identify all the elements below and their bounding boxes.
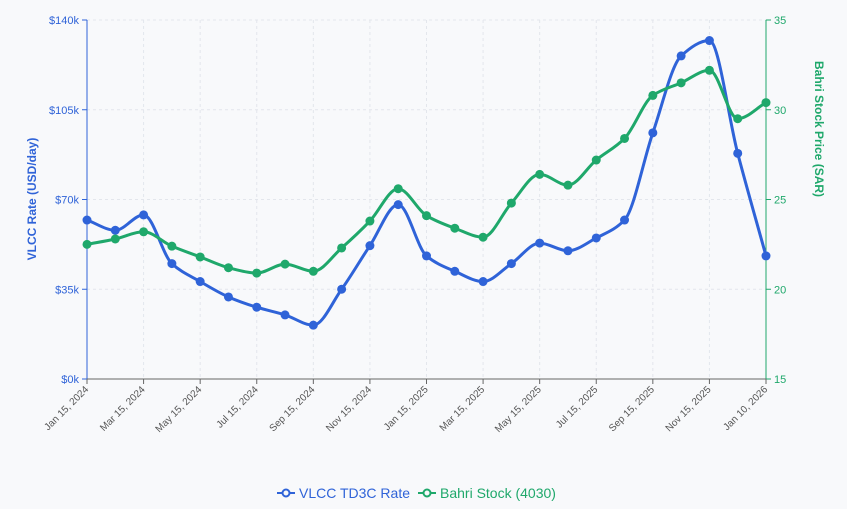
vlcc-data-point[interactable] xyxy=(478,277,488,287)
vlcc-data-point[interactable] xyxy=(450,266,460,276)
bahri-data-point[interactable] xyxy=(393,184,403,194)
x-tick-label: Jul 15, 2025 xyxy=(554,384,601,431)
right-tick-label: 20 xyxy=(774,284,786,296)
x-tick-label: May 15, 2025 xyxy=(493,384,544,435)
left-axis-ticks: $0k $35k $70k $105k $140k xyxy=(49,15,87,386)
legend-bahri-marker xyxy=(422,488,432,498)
vlcc-data-point[interactable] xyxy=(308,320,318,330)
vlcc-data-point[interactable] xyxy=(422,251,431,261)
bahri-data-point[interactable] xyxy=(676,78,686,88)
vlcc-data-point[interactable] xyxy=(195,277,205,287)
vlcc-data-point[interactable] xyxy=(620,215,630,225)
x-tick-label: Jul 15, 2024 xyxy=(215,384,262,431)
bahri-data-point[interactable] xyxy=(308,266,318,276)
x-tick-label: Nov 15, 2025 xyxy=(664,384,714,434)
bahri-data-point[interactable] xyxy=(252,268,262,278)
vlcc-data-point[interactable] xyxy=(506,259,516,269)
left-axis-title: VLCC Rate (USD/day) xyxy=(25,138,39,261)
bahri-data-point[interactable] xyxy=(761,98,771,108)
x-tick-label: Mar 15, 2024 xyxy=(98,384,148,434)
vlcc-data-point[interactable] xyxy=(223,292,233,302)
vlcc-data-point[interactable] xyxy=(591,233,601,243)
vlcc-data-point[interactable] xyxy=(82,215,92,225)
legend: VLCC TD3C Rate Bahri Stock (4030) xyxy=(277,485,556,501)
vlcc-data-point[interactable] xyxy=(252,302,262,312)
bahri-data-point[interactable] xyxy=(139,227,149,237)
bahri-data-point[interactable] xyxy=(110,234,120,244)
left-tick-label: $140k xyxy=(49,15,79,27)
x-tick-label: Sep 15, 2024 xyxy=(268,384,318,434)
vlcc-data-point[interactable] xyxy=(761,251,771,261)
left-tick-label: $35k xyxy=(55,284,79,296)
vlcc-data-point[interactable] xyxy=(733,148,743,158)
vlcc-data-point[interactable] xyxy=(139,210,149,220)
legend-vlcc-marker xyxy=(281,488,291,498)
bahri-data-point[interactable] xyxy=(167,241,177,251)
bahri-data-point[interactable] xyxy=(535,169,545,179)
legend-item-vlcc[interactable]: VLCC TD3C Rate xyxy=(277,485,410,501)
vlcc-data-point[interactable] xyxy=(365,241,375,251)
bahri-data-point[interactable] xyxy=(704,65,714,75)
vlcc-data-point[interactable] xyxy=(676,51,686,61)
bahri-data-point[interactable] xyxy=(450,223,460,233)
legend-item-bahri[interactable]: Bahri Stock (4030) xyxy=(418,485,556,501)
right-axis-ticks: 15 20 25 30 35 xyxy=(766,15,786,386)
bahri-data-point[interactable] xyxy=(620,133,630,143)
x-tick-label: Jan 15, 2025 xyxy=(382,384,431,433)
series-layer xyxy=(82,36,771,330)
legend-bahri-label: Bahri Stock (4030) xyxy=(440,485,556,501)
bahri-data-point[interactable] xyxy=(506,198,516,208)
x-axis-ticks: Jan 15, 2024 Mar 15, 2024 May 15, 2024 Jul … xyxy=(42,379,770,435)
left-tick-label: $0k xyxy=(61,374,79,386)
vlcc-data-point[interactable] xyxy=(280,310,290,320)
x-tick-label: Jan 10, 2026 xyxy=(721,384,770,433)
vlcc-data-point[interactable] xyxy=(704,36,714,46)
right-tick-label: 30 xyxy=(774,105,786,117)
legend-vlcc-label: VLCC TD3C Rate xyxy=(299,485,410,501)
right-axis-title: Bahri Stock Price (SAR) xyxy=(812,61,826,197)
bahri-data-point[interactable] xyxy=(223,263,233,273)
vlcc-data-point[interactable] xyxy=(337,284,347,294)
right-tick-label: 25 xyxy=(774,195,786,207)
vlcc-data-point[interactable] xyxy=(110,225,120,235)
x-tick-label: Jan 15, 2024 xyxy=(42,384,91,433)
grid xyxy=(87,19,767,379)
bahri-data-point[interactable] xyxy=(591,155,601,165)
bahri-data-point[interactable] xyxy=(422,211,431,221)
bahri-data-point[interactable] xyxy=(280,259,290,269)
bahri-data-point[interactable] xyxy=(563,180,573,190)
bahri-data-point[interactable] xyxy=(195,252,205,262)
bahri-data-point[interactable] xyxy=(365,216,375,226)
vlcc-data-point[interactable] xyxy=(535,238,545,248)
vlcc-data-point[interactable] xyxy=(563,246,573,256)
x-tick-label: Sep 15, 2025 xyxy=(607,384,657,434)
vlcc-data-point[interactable] xyxy=(393,200,403,210)
vlcc-data-point[interactable] xyxy=(648,128,658,138)
bahri-data-point[interactable] xyxy=(733,114,743,124)
bahri-data-point[interactable] xyxy=(478,232,488,242)
bahri-data-point[interactable] xyxy=(648,90,658,100)
bahri-data-point[interactable] xyxy=(337,243,347,253)
x-tick-label: Nov 15, 2024 xyxy=(324,384,374,434)
right-tick-label: 15 xyxy=(774,374,786,386)
right-tick-label: 35 xyxy=(774,15,786,27)
left-tick-label: $105k xyxy=(49,105,79,117)
x-tick-label: Mar 15, 2025 xyxy=(438,384,488,434)
x-tick-label: May 15, 2024 xyxy=(154,384,205,435)
vlcc-data-point[interactable] xyxy=(167,259,177,269)
bahri-data-point[interactable] xyxy=(82,239,92,249)
left-tick-label: $70k xyxy=(55,195,79,207)
